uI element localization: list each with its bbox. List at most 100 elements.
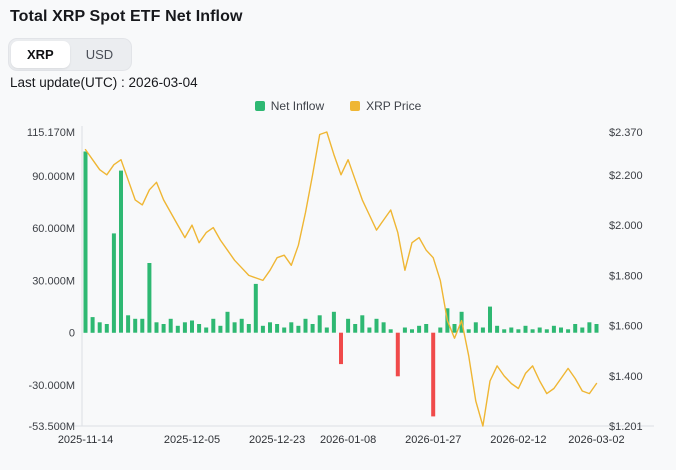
net-inflow-bar[interactable] <box>197 324 202 333</box>
net-inflow-bar[interactable] <box>190 320 194 333</box>
svg-text:2026-03-02: 2026-03-02 <box>568 434 624 446</box>
net-inflow-bar[interactable] <box>232 322 237 333</box>
net-inflow-bar[interactable] <box>452 324 457 333</box>
net-inflow-bar[interactable] <box>97 322 102 333</box>
net-inflow-bar[interactable] <box>211 318 216 333</box>
net-inflow-bar[interactable] <box>239 318 244 333</box>
svg-text:2025-11-14: 2025-11-14 <box>58 434 113 446</box>
net-inflow-bar[interactable] <box>346 318 351 333</box>
net-inflow-bar[interactable] <box>544 329 549 333</box>
net-inflow-bar[interactable] <box>111 233 116 333</box>
page-title: Total XRP Spot ETF Net Inflow <box>10 8 243 25</box>
net-inflow-bar[interactable] <box>530 329 535 333</box>
net-inflow-bar[interactable] <box>161 324 166 333</box>
net-inflow-bar[interactable] <box>509 327 514 333</box>
net-inflow-bar[interactable] <box>154 322 159 333</box>
net-inflow-bar[interactable] <box>537 327 542 333</box>
net-inflow-bar[interactable] <box>339 332 343 365</box>
net-inflow-bar[interactable] <box>488 306 492 333</box>
net-inflow-bar[interactable] <box>566 329 571 333</box>
svg-text:2026-01-08: 2026-01-08 <box>320 434 376 446</box>
net-inflow-bar[interactable] <box>331 311 336 333</box>
svg-text:2025-12-05: 2025-12-05 <box>164 434 220 446</box>
svg-text:0: 0 <box>69 328 75 340</box>
net-inflow-bar[interactable] <box>317 315 322 333</box>
net-inflow-bar[interactable] <box>296 325 301 333</box>
svg-text:90.000M: 90.000M <box>32 171 75 183</box>
net-inflow-bar[interactable] <box>182 322 187 333</box>
svg-text:$1.600: $1.600 <box>609 321 643 333</box>
combo-chart-canvas[interactable]: 115.170M 90.000M 60.000M 30.000M 0 -30.000M -5… <box>0 118 676 470</box>
net-inflow-bar[interactable] <box>523 325 528 333</box>
net-inflow-bar[interactable] <box>587 322 592 333</box>
net-inflow-bar[interactable] <box>140 318 145 333</box>
tab-xrp[interactable]: XRP <box>11 41 70 68</box>
net-inflow-bar[interactable] <box>559 327 563 333</box>
xrp-price-swatch-icon <box>350 101 361 111</box>
last-update-label: Last update(UTC) : 2026-03-04 <box>10 75 198 90</box>
net-inflow-bar[interactable] <box>289 322 294 333</box>
svg-text:2025-12-23: 2025-12-23 <box>249 434 305 446</box>
net-inflow-bar[interactable] <box>395 332 400 377</box>
net-inflow-bar[interactable] <box>502 329 507 333</box>
net-inflow-bar[interactable] <box>402 327 407 333</box>
legend-xrp-price-label: XRP Price <box>366 99 422 113</box>
net-inflow-swatch-icon <box>254 101 265 111</box>
net-inflow-bar[interactable] <box>104 324 109 333</box>
net-inflow-bar[interactable] <box>417 325 422 333</box>
chart-area[interactable]: 115.170M 90.000M 60.000M 30.000M 0 -30.000M -5… <box>0 118 676 470</box>
svg-text:$1.201: $1.201 <box>609 421 643 433</box>
net-inflow-bar[interactable] <box>225 311 230 333</box>
legend-item-xrp-price[interactable]: XRP Price <box>350 99 421 113</box>
net-inflow-bar[interactable] <box>83 151 88 333</box>
net-inflow-bar[interactable] <box>424 324 429 333</box>
svg-text:$1.400: $1.400 <box>609 371 643 383</box>
net-inflow-bar[interactable] <box>253 283 258 333</box>
net-inflow-bar[interactable] <box>551 325 556 333</box>
net-inflow-bar[interactable] <box>126 315 131 333</box>
net-inflow-bar[interactable] <box>246 324 251 333</box>
net-inflow-bar[interactable] <box>310 324 315 333</box>
svg-text:60.000M: 60.000M <box>32 223 75 235</box>
net-inflow-bar[interactable] <box>282 327 287 333</box>
net-inflow-bar[interactable] <box>303 318 308 333</box>
net-inflow-bar[interactable] <box>516 329 521 333</box>
net-inflow-bar[interactable] <box>147 263 152 333</box>
net-inflow-bar[interactable] <box>218 325 223 333</box>
svg-text:2026-02-12: 2026-02-12 <box>490 434 546 446</box>
net-inflow-bar[interactable] <box>175 325 180 333</box>
net-inflow-bar[interactable] <box>119 170 123 333</box>
net-inflow-bar[interactable] <box>480 327 485 333</box>
net-inflow-bar[interactable] <box>90 317 95 333</box>
legend-net-inflow-label: Net Inflow <box>270 99 325 113</box>
svg-text:$2.200: $2.200 <box>609 170 643 182</box>
net-inflow-bar[interactable] <box>466 329 471 333</box>
net-inflow-bar[interactable] <box>324 327 329 333</box>
legend-item-net-inflow[interactable]: Net Inflow <box>254 99 325 113</box>
xrp-price-line[interactable] <box>84 131 598 427</box>
net-inflow-bar[interactable] <box>360 315 365 333</box>
net-inflow-bar[interactable] <box>133 318 138 333</box>
net-inflow-bar[interactable] <box>268 322 272 333</box>
net-inflow-bar[interactable] <box>388 329 393 333</box>
net-inflow-bar[interactable] <box>260 325 265 333</box>
net-inflow-bar[interactable] <box>204 327 209 333</box>
net-inflow-bar[interactable] <box>367 327 372 333</box>
net-inflow-bar[interactable] <box>438 327 443 333</box>
net-inflow-bar[interactable] <box>431 332 436 417</box>
x-axis-labels: 2025-11-14 2025-12-05 2025-12-23 2026-01-08… <box>58 434 625 446</box>
net-inflow-bar[interactable] <box>381 322 386 333</box>
net-inflow-bar[interactable] <box>410 329 414 333</box>
tab-usd[interactable]: USD <box>70 41 129 68</box>
svg-text:30.000M: 30.000M <box>32 275 75 287</box>
net-inflow-bar[interactable] <box>275 324 280 333</box>
net-inflow-bar[interactable] <box>594 324 599 333</box>
net-inflow-bar[interactable] <box>495 325 500 333</box>
net-inflow-bar[interactable] <box>580 327 585 333</box>
net-inflow-bar[interactable] <box>573 324 578 333</box>
net-inflow-bar[interactable] <box>473 322 478 333</box>
net-inflow-bar[interactable] <box>353 324 358 333</box>
net-inflow-bar[interactable] <box>168 318 173 333</box>
net-inflow-bar[interactable] <box>374 318 379 333</box>
